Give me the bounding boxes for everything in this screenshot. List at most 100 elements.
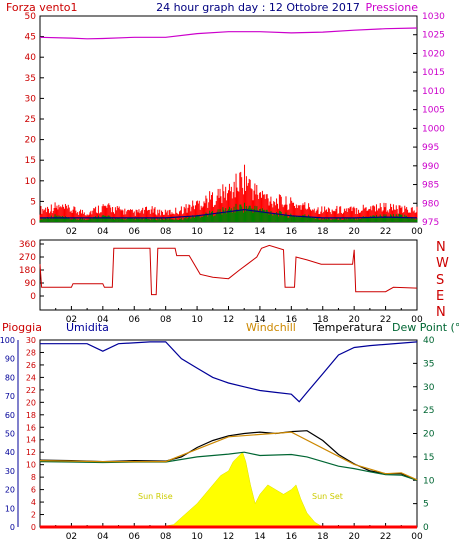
direction-series xyxy=(39,244,418,296)
wind-y-tick-label: 15 xyxy=(25,156,36,166)
rain-tick-label: 16 xyxy=(26,423,36,432)
wind-x-tick-label: 18 xyxy=(317,227,329,237)
wind-x-tick-label: 00 xyxy=(411,227,423,237)
pressure-y-tick-label: 995 xyxy=(422,143,439,153)
pressure-axis-title: Pressione xyxy=(366,1,419,14)
wind-x-tick-label: 20 xyxy=(348,227,360,237)
wind-y-tick-label: 50 xyxy=(25,12,37,22)
wind-y-tick-label: 45 xyxy=(25,33,36,43)
temp-tick-label: 20 xyxy=(423,430,435,440)
wind-x-tick-label: 16 xyxy=(286,227,298,237)
climate-x-tick-label: 08 xyxy=(160,532,172,542)
sunrise-annotation: Sun Rise xyxy=(138,492,173,501)
rain-tick-label: 10 xyxy=(26,461,36,470)
wind-y-tick-label: 40 xyxy=(25,53,37,63)
solar-area xyxy=(40,451,417,528)
direction-x-tick-label: 00 xyxy=(411,315,423,325)
climate-x-tick-label: 06 xyxy=(129,532,141,542)
wind-x-tick-label: 04 xyxy=(97,227,109,237)
climate-x-tick-label: 14 xyxy=(254,532,266,542)
direction-x-tick-label: 12 xyxy=(223,315,234,325)
wind-y-tick-label: 30 xyxy=(25,94,37,104)
rain-tick-label: 0 xyxy=(31,523,36,532)
sunset-annotation: Sun Set xyxy=(312,492,343,501)
compass-letter: N xyxy=(436,305,446,320)
rain-tick-label: 24 xyxy=(26,373,36,382)
temperature-line xyxy=(39,430,418,481)
direction-x-tick-label: 18 xyxy=(317,315,329,325)
compass-letter: E xyxy=(436,289,444,304)
wind-x-tick-label: 08 xyxy=(160,227,172,237)
wind-y-tick-label: 35 xyxy=(25,74,36,84)
wind-y-tick-label: 5 xyxy=(30,197,36,207)
humidity-tick-label: 40 xyxy=(5,448,15,457)
wind-series xyxy=(39,27,418,222)
humidity-tick-label: 100 xyxy=(0,336,15,345)
pressure-y-tick-label: 990 xyxy=(422,162,439,172)
rain-tick-label: 20 xyxy=(26,398,36,407)
pressure-y-tick-label: 1025 xyxy=(422,31,445,41)
wind-x-tick-label: 10 xyxy=(191,227,203,237)
climate-x-tick-label: 04 xyxy=(97,532,109,542)
pressure-y-tick-label: 1010 xyxy=(422,87,445,97)
wind-x-tick-label: 06 xyxy=(129,227,141,237)
direction-tick-label: 0 xyxy=(30,292,36,302)
temp-tick-label: 40 xyxy=(423,336,435,346)
pressure-y-tick-label: 1000 xyxy=(422,124,445,134)
direction-tick-label: 360 xyxy=(19,240,36,250)
rain-tick-label: 12 xyxy=(26,448,36,457)
direction-tick-label: 90 xyxy=(25,279,37,289)
legend-humidity: Umidita xyxy=(66,321,109,334)
direction-x-tick-label: 10 xyxy=(191,315,203,325)
pressure-y-tick-label: 1020 xyxy=(422,49,445,59)
wind_avg-line xyxy=(40,208,418,219)
humidity-tick-label: 90 xyxy=(5,355,15,364)
humidity-tick-label: 10 xyxy=(5,504,15,513)
direction-tick-label: 180 xyxy=(19,266,36,276)
wind-x-tick-label: 14 xyxy=(254,227,266,237)
wind-x-tick-label: 02 xyxy=(66,227,77,237)
temp-tick-label: 15 xyxy=(423,453,434,463)
compass-letter: W xyxy=(436,256,449,271)
temp-tick-label: 0 xyxy=(423,523,429,533)
rain-tick-label: 18 xyxy=(26,411,36,420)
climate-axes: 0102030405060708090100024681012141618202… xyxy=(0,336,435,542)
temp-tick-label: 30 xyxy=(423,383,435,393)
wind-y-tick-label: 10 xyxy=(25,177,37,187)
wind-y-tick-label: 0 xyxy=(30,218,36,228)
rain-tick-label: 14 xyxy=(26,436,36,445)
humidity-tick-label: 20 xyxy=(5,486,15,495)
humidity-line xyxy=(40,341,418,403)
climate-series xyxy=(39,341,418,529)
rain-tick-label: 28 xyxy=(26,348,36,357)
wind-y-tick-label: 20 xyxy=(25,136,37,146)
direction-x-tick-label: 20 xyxy=(348,315,360,325)
climate-x-tick-label: 16 xyxy=(286,532,298,542)
wind-y-tick-label: 25 xyxy=(25,115,36,125)
climate-x-tick-label: 18 xyxy=(317,532,329,542)
climate-x-tick-label: 20 xyxy=(348,532,360,542)
climate-x-tick-label: 00 xyxy=(411,532,423,542)
wind-x-tick-label: 22 xyxy=(380,227,391,237)
pressure-y-tick-label: 980 xyxy=(422,199,439,209)
temp-tick-label: 5 xyxy=(423,500,429,510)
legend-temperature: Temperatura xyxy=(312,321,383,334)
chart-title: 24 hour graph day : 12 Ottobre 2017 xyxy=(156,1,360,14)
humidity-tick-label: 70 xyxy=(5,392,15,401)
rain-tick-label: 4 xyxy=(31,498,36,507)
humidity-tick-label: 80 xyxy=(5,373,15,382)
climate-x-tick-label: 22 xyxy=(380,532,391,542)
humidity-tick-label: 50 xyxy=(5,430,15,439)
pressure-y-tick-label: 985 xyxy=(422,181,439,191)
climate-x-tick-label: 12 xyxy=(223,532,234,542)
rain-tick-label: 8 xyxy=(31,473,36,482)
temp-tick-label: 10 xyxy=(423,476,435,486)
direction-x-tick-label: 14 xyxy=(254,315,266,325)
humidity-tick-label: 0 xyxy=(10,523,15,532)
compass-letter: N xyxy=(436,240,446,255)
legend-rain: Pioggia xyxy=(2,321,42,334)
pressure-y-tick-label: 1015 xyxy=(422,68,445,78)
direction-x-tick-label: 06 xyxy=(129,315,141,325)
